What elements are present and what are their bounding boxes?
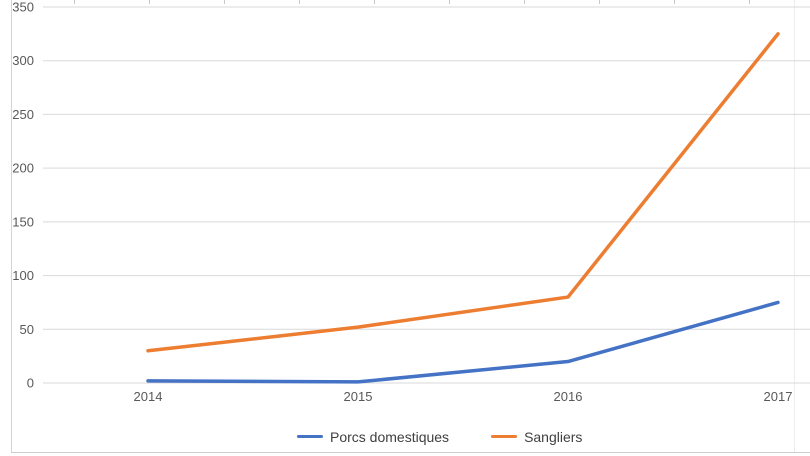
y-axis-label-350: 350 — [12, 0, 34, 15]
y-axis-label-100: 100 — [12, 268, 34, 283]
legend-swatch-sangliers — [491, 434, 518, 439]
series-line-sangliers — [146, 32, 780, 353]
y-axis-label-250: 250 — [12, 107, 34, 122]
spreadsheet-cell-ticks — [0, 0, 810, 4]
left-sheet-border — [11, 0, 12, 452]
legend-swatch-porcs-domestiques — [297, 434, 323, 439]
x-axis-label-2017: 2017 — [764, 389, 793, 404]
series-line-porcs-domestiques — [146, 300, 780, 384]
chart-legend: Porcs domestiques Sangliers — [297, 428, 582, 445]
x-axis-label-2014: 2014 — [134, 389, 163, 404]
x-axis-label-2015: 2015 — [344, 389, 373, 404]
y-axis-label-50: 50 — [20, 322, 34, 337]
legend-label-porcs-domestiques: Porcs domestiques — [330, 428, 450, 445]
y-axis-label-0: 0 — [27, 376, 34, 391]
y-axis-label-300: 300 — [12, 53, 34, 68]
legend-item-porcs-domestiques: Porcs domestiques — [297, 429, 449, 445]
y-axis-label-200: 200 — [12, 161, 34, 176]
y-axis-label-150: 150 — [12, 214, 34, 229]
legend-label-sangliers: Sangliers — [524, 428, 583, 445]
x-axis-label-2016: 2016 — [554, 389, 583, 404]
bottom-row-border — [11, 452, 810, 453]
legend-item-sangliers: Sangliers — [491, 429, 582, 445]
right-sheet-border — [794, 0, 795, 452]
